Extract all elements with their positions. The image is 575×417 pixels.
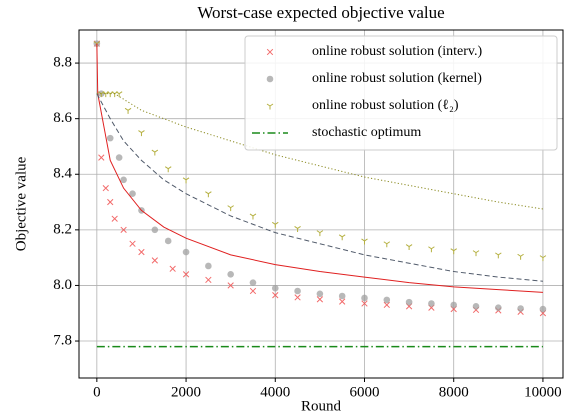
point <box>129 240 136 247</box>
y-tick-label: 8.8 <box>53 55 72 71</box>
point <box>361 300 368 307</box>
point <box>205 276 212 284</box>
point <box>227 271 234 278</box>
legend-marker <box>266 75 274 83</box>
point <box>102 185 109 192</box>
point <box>205 191 212 198</box>
point <box>539 305 547 313</box>
point <box>405 244 413 251</box>
plot-area <box>93 40 547 348</box>
y-tick-label: 8.2 <box>53 221 72 237</box>
point <box>249 287 257 295</box>
point <box>272 292 279 299</box>
point <box>151 226 159 234</box>
point <box>361 294 368 302</box>
legend-label: online robust solution (kernel) <box>312 71 482 86</box>
point <box>138 130 145 137</box>
legend-marker <box>266 103 274 110</box>
point <box>111 215 118 222</box>
legend-label: stochastic optimum <box>312 125 421 140</box>
point <box>450 248 457 255</box>
point <box>338 292 346 300</box>
point <box>428 300 435 307</box>
y-axis-label: Objective value <box>13 156 29 251</box>
x-tick-label: 10000 <box>524 384 562 400</box>
point <box>495 252 502 259</box>
point <box>405 298 413 306</box>
point <box>450 301 458 309</box>
point <box>182 271 190 278</box>
point <box>383 241 391 248</box>
point <box>98 154 105 161</box>
x-tick-label: 4000 <box>260 384 290 400</box>
point <box>120 176 127 184</box>
y-tick-label: 8.6 <box>53 110 72 126</box>
point <box>383 296 391 304</box>
x-tick-label: 0 <box>93 384 101 400</box>
point <box>383 301 390 309</box>
point <box>205 262 212 270</box>
point <box>249 213 257 220</box>
point <box>316 296 324 303</box>
point <box>151 149 159 156</box>
point <box>294 226 301 232</box>
point <box>182 248 190 256</box>
point <box>138 248 145 256</box>
point <box>249 279 257 286</box>
point <box>124 107 132 114</box>
x-tick-label: 6000 <box>349 384 379 400</box>
point <box>294 294 301 301</box>
x-axis-label: Round <box>301 398 342 414</box>
point <box>227 205 234 212</box>
point <box>517 253 524 260</box>
point <box>495 304 502 311</box>
x-tick-label: 2000 <box>171 384 201 400</box>
point <box>115 91 123 98</box>
line <box>96 93 543 282</box>
point <box>316 290 324 298</box>
point <box>169 265 176 272</box>
point <box>120 226 127 234</box>
point <box>316 230 324 237</box>
point <box>182 177 190 184</box>
plot-frame <box>78 29 564 379</box>
y-tick-label: 8.0 <box>53 277 72 293</box>
legend-label: online robust solution (interv.) <box>312 44 483 59</box>
point <box>338 234 346 241</box>
point <box>294 287 301 295</box>
point <box>106 134 114 142</box>
point <box>339 298 346 305</box>
point <box>115 154 123 161</box>
point <box>164 237 172 245</box>
legend-box <box>244 35 558 151</box>
point <box>107 198 114 206</box>
line <box>96 43 543 293</box>
legend-label: online robust solution (ℓ₂) <box>312 98 459 113</box>
point <box>539 255 547 262</box>
point <box>472 302 480 310</box>
point <box>517 305 524 312</box>
point <box>428 246 435 253</box>
point <box>164 166 172 173</box>
y-tick-label: 7.8 <box>53 332 72 348</box>
legend-marker <box>266 48 274 56</box>
y-tick-label: 8.4 <box>53 166 72 182</box>
point <box>271 221 279 228</box>
point <box>227 282 234 289</box>
chart-title: Worst-case expected objective value <box>197 3 444 22</box>
point <box>271 284 279 292</box>
x-tick-label: 8000 <box>439 384 469 400</box>
point <box>472 250 480 257</box>
point <box>151 257 158 264</box>
point <box>361 238 368 245</box>
point <box>129 190 136 198</box>
